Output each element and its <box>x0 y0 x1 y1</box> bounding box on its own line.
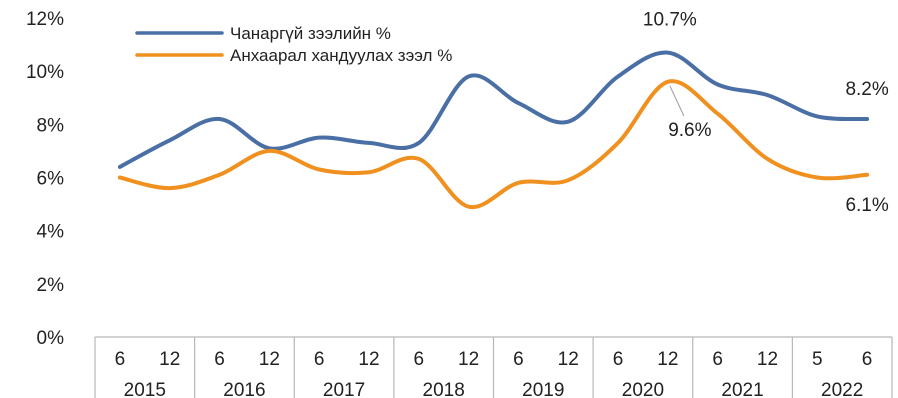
x-tick-label: 6 <box>712 349 723 370</box>
x-year-label: 2015 <box>124 380 166 398</box>
data-label: 9.6% <box>668 120 711 141</box>
chart-series <box>117 50 870 209</box>
x-year-label: 2019 <box>522 380 564 398</box>
x-tick-label: 6 <box>613 349 624 370</box>
x-year-label: 2021 <box>721 380 763 398</box>
x-tick-label: 6 <box>862 349 873 370</box>
x-tick-label: 6 <box>115 349 126 370</box>
chart-legend: Чанаргүй зээлийн % Анхаарал хандуулах зэ… <box>135 24 452 65</box>
y-tick-label: 6% <box>37 169 65 190</box>
x-tick-label: 6 <box>214 349 225 370</box>
y-tick-label: 4% <box>37 222 65 243</box>
x-year-label: 2017 <box>323 380 365 398</box>
y-tick-label: 0% <box>37 328 65 349</box>
x-year-label: 2020 <box>622 380 664 398</box>
y-tick-label: 8% <box>37 115 65 136</box>
x-tick-label: 12 <box>558 349 579 370</box>
series-line-1 <box>117 50 870 169</box>
x-tick-label: 12 <box>657 349 678 370</box>
legend-label-series-1: Чанаргүй зээлийн % <box>230 24 391 43</box>
x-tick-label: 6 <box>413 349 424 370</box>
data-label: 8.2% <box>845 79 888 100</box>
y-tick-label: 10% <box>26 62 64 83</box>
x-tick-label: 12 <box>757 349 778 370</box>
x-year-label: 2016 <box>223 380 265 398</box>
x-tick-label: 12 <box>358 349 379 370</box>
data-label: 10.7% <box>643 10 697 31</box>
x-year-label: 2018 <box>423 380 465 398</box>
data-label: 6.1% <box>845 195 888 216</box>
chart-data-labels: 10.7% 9.6% 8.2% 6.1% <box>643 10 889 216</box>
x-tick-label: 12 <box>458 349 479 370</box>
data-label-leader <box>669 85 685 117</box>
series-line-2 <box>117 79 870 209</box>
x-tick-label: 6 <box>314 349 325 370</box>
x-tick-label: 12 <box>259 349 280 370</box>
y-tick-label: 12% <box>26 9 64 30</box>
chart-axes: 0% 2% 4% 6% 8% 10% 12% 6 12 6 12 6 12 6 12 6 12 6 12 6 12 5 6 2… <box>26 9 893 398</box>
x-year-label: 2022 <box>821 380 863 398</box>
y-tick-label: 2% <box>37 275 65 296</box>
x-tick-label: 12 <box>159 349 180 370</box>
x-tick-label: 6 <box>513 349 524 370</box>
legend-label-series-2: Анхаарал хандуулах зээл % <box>230 46 452 65</box>
x-tick-label: 5 <box>812 349 823 370</box>
